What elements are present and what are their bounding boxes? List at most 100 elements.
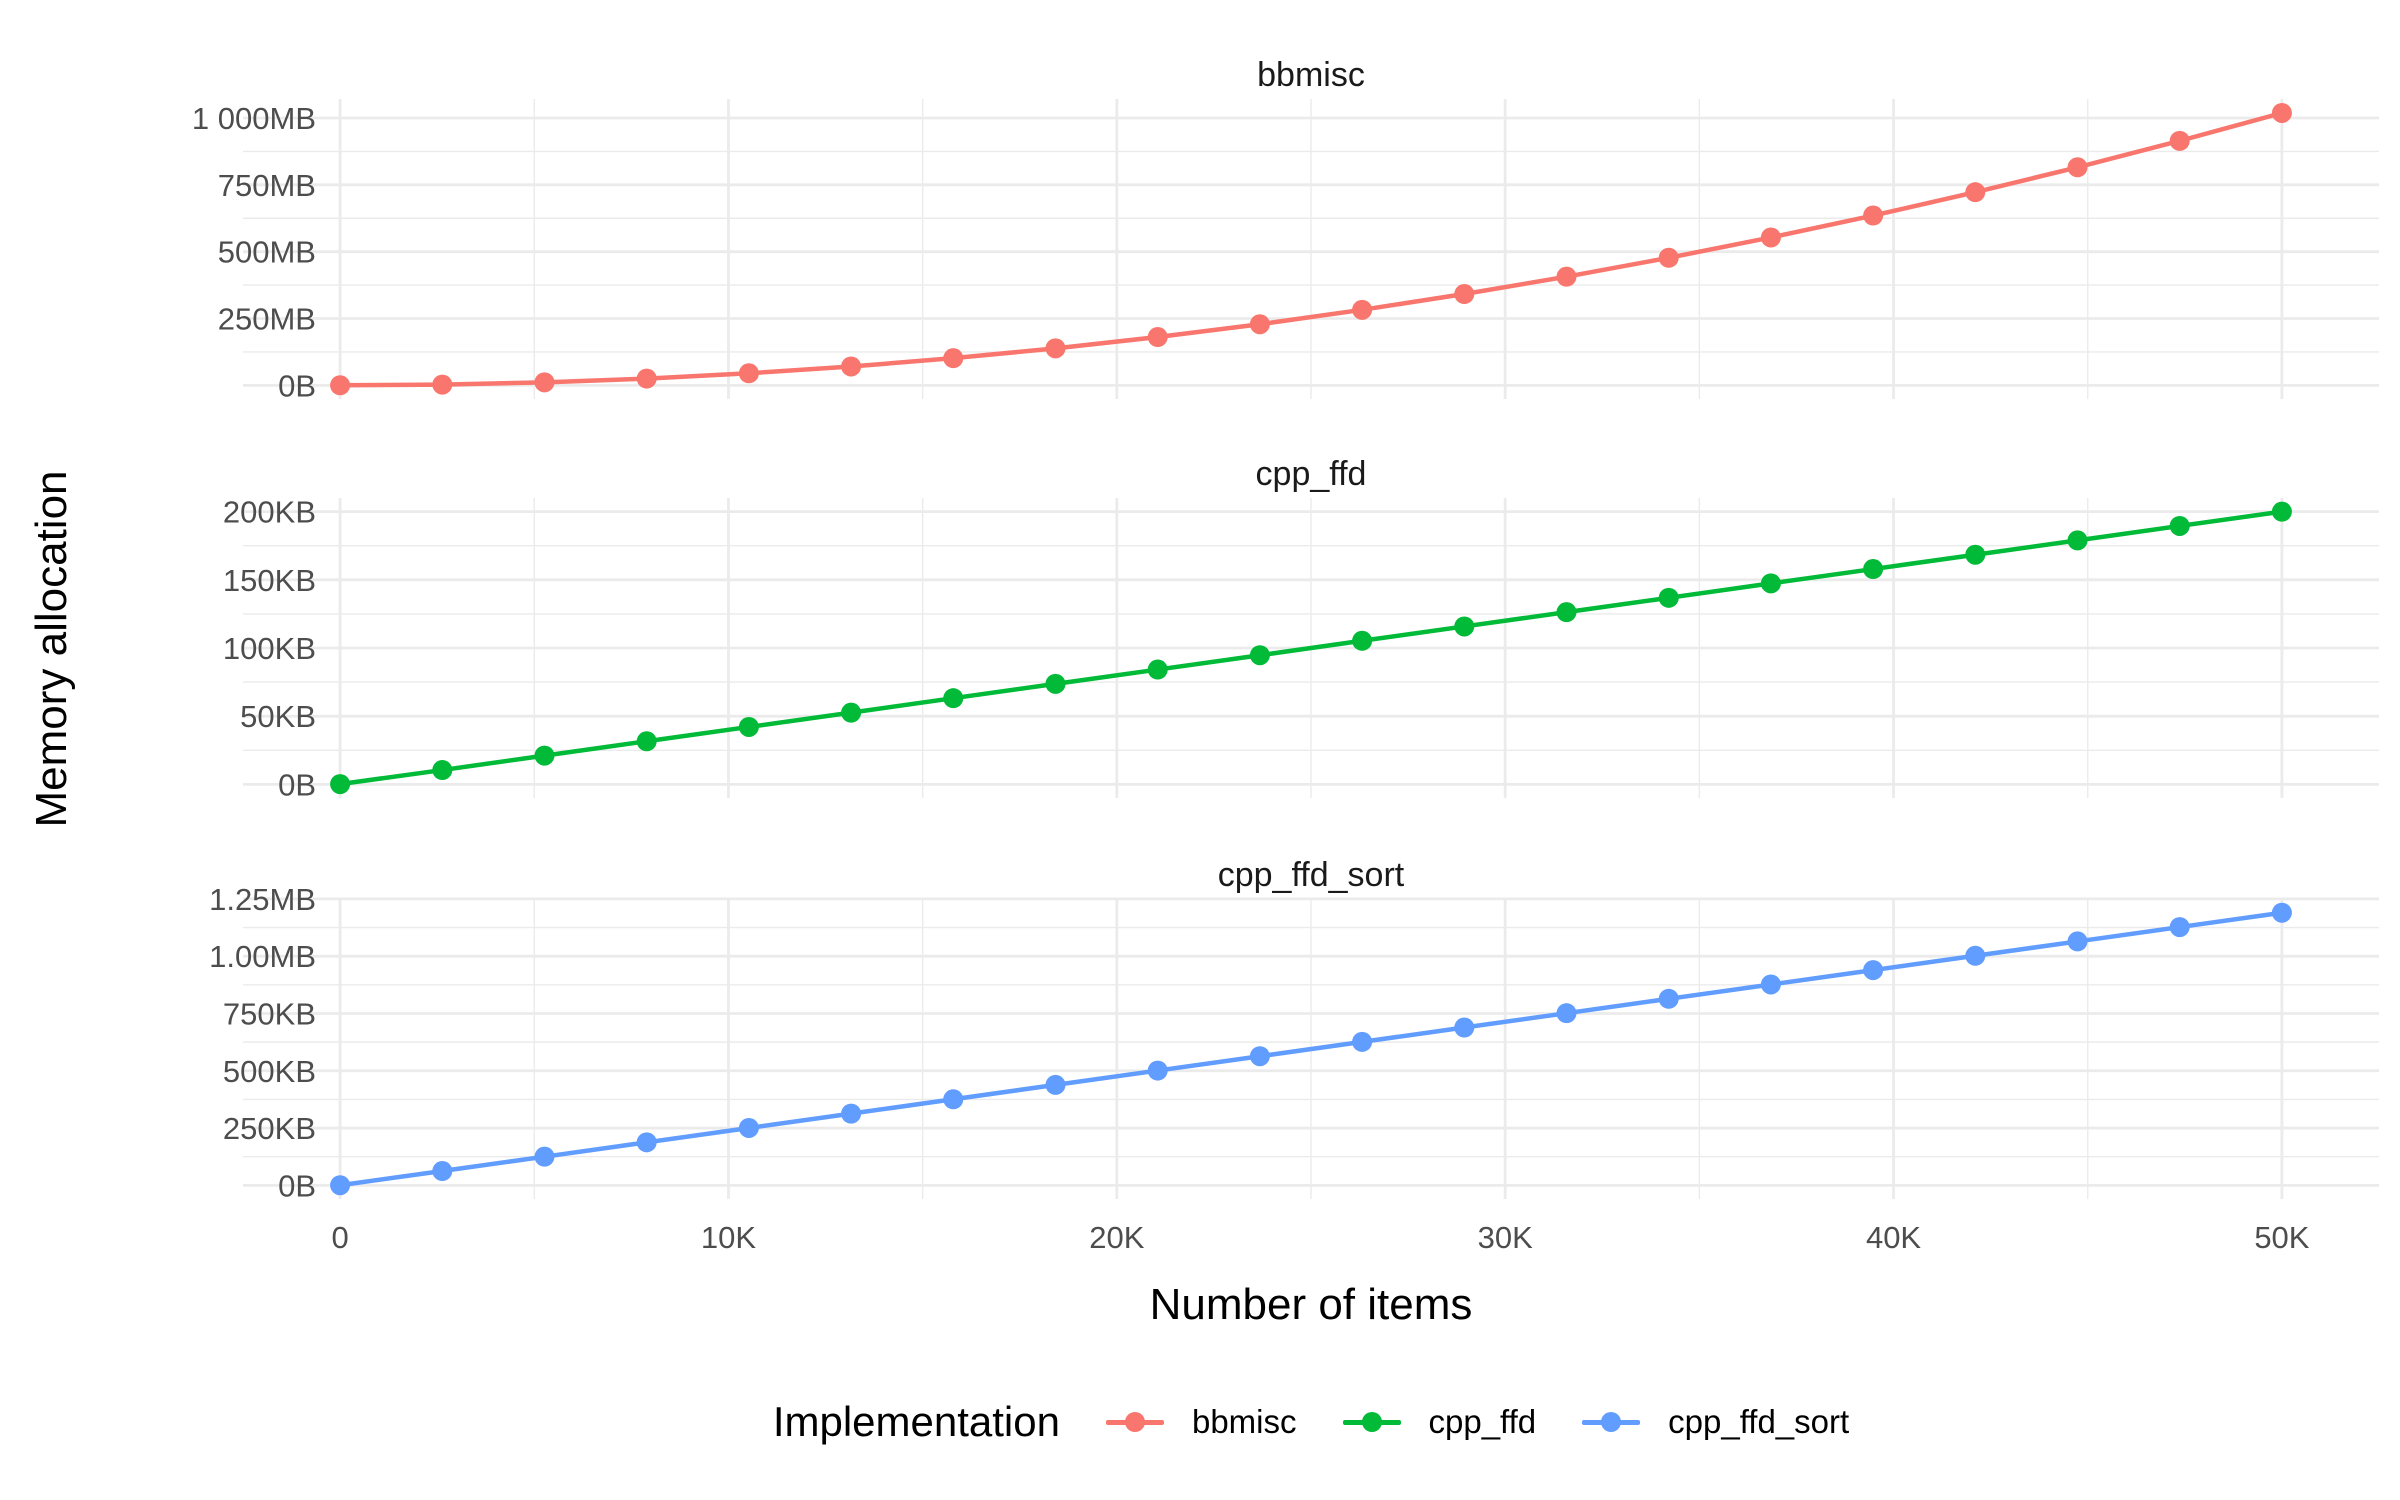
x-axis-title: Number of items (1149, 1280, 1473, 1329)
legend-item-cpp-ffd-sort: cpp_ffd_sort (1582, 1403, 1849, 1441)
y-axis-title: Memory allocation (27, 470, 76, 828)
legend-item-label: bbmisc (1191, 1403, 1297, 1440)
y-tick-label: 50KB (240, 699, 316, 734)
legend-item-cpp-ffd: cpp_ffd (1342, 1403, 1537, 1441)
x-tick-label: 50K (2254, 1220, 2309, 1255)
data-point-cpp_ffd_sort (1760, 974, 1781, 995)
data-point-bbmisc (2271, 102, 2292, 123)
data-point-cpp_ffd_sort (1965, 945, 1986, 966)
data-point-bbmisc (432, 374, 453, 395)
legend-item-label: cpp_ffd_sort (1668, 1403, 1850, 1440)
facet-title-cpp-ffd-sort: cpp_ffd_sort (1217, 856, 1405, 894)
data-point-cpp_ffd_sort (2271, 902, 2292, 923)
series-line-cpp_ffd_sort (337, 910, 2285, 1188)
data-point-bbmisc (1352, 299, 1373, 320)
x-tick-label: 30K (1478, 1220, 1533, 1255)
data-point-cpp_ffd (1556, 602, 1577, 623)
data-point-cpp_ffd_sort (534, 1146, 555, 1167)
y-tick-label: 0B (278, 767, 316, 802)
data-point-cpp_ffd_sort (330, 1175, 351, 1196)
data-point-bbmisc (1863, 205, 1884, 226)
data-point-cpp_ffd_sort (1045, 1074, 1066, 1095)
data-point-bbmisc (330, 375, 351, 396)
data-point-cpp_ffd (1965, 544, 1986, 565)
data-point-cpp_ffd (1863, 559, 1884, 580)
data-point-cpp_ffd_sort (1658, 988, 1679, 1009)
x-tick-label: 0 (331, 1220, 348, 1255)
data-point-cpp_ffd (1147, 659, 1168, 680)
legend-item-bbmisc: bbmisc (1105, 1403, 1297, 1441)
data-point-cpp_ffd (1045, 673, 1066, 694)
legend-key-line-dot-icon (1582, 1411, 1641, 1433)
series-line-bbmisc (337, 110, 2285, 388)
y-tick-label: 500KB (223, 1054, 316, 1089)
data-point-bbmisc (534, 372, 555, 393)
x-tick-label: 20K (1089, 1220, 1144, 1255)
legend-title: Implementation (772, 1398, 1060, 1445)
data-point-cpp_ffd (738, 716, 759, 737)
data-point-cpp_ffd_sort (1863, 960, 1884, 981)
data-point-cpp_ffd_sort (2067, 931, 2088, 952)
y-tick-label: 750KB (223, 996, 316, 1031)
data-point-cpp_ffd_sort (738, 1117, 759, 1138)
data-point-bbmisc (738, 363, 759, 384)
data-point-bbmisc (2169, 130, 2190, 151)
data-point-cpp_ffd_sort (943, 1089, 964, 1110)
y-tick-label: 100KB (223, 631, 316, 666)
data-point-bbmisc (1249, 314, 1270, 335)
y-tick-label: 250MB (218, 302, 316, 337)
data-point-cpp_ffd (2271, 501, 2292, 522)
data-point-bbmisc (841, 356, 862, 377)
data-point-cpp_ffd_sort (1249, 1046, 1270, 1067)
y-tick-label: 250KB (223, 1111, 316, 1146)
data-point-cpp_ffd_sort (432, 1161, 453, 1182)
data-point-cpp_ffd_sort (841, 1103, 862, 1124)
data-point-cpp_ffd_sort (1454, 1017, 1475, 1038)
data-point-bbmisc (636, 368, 657, 389)
legend-key-line-dot-icon (1342, 1411, 1401, 1433)
y-tick-label: 500MB (218, 235, 316, 270)
data-point-cpp_ffd (1352, 630, 1373, 651)
data-point-bbmisc (1147, 327, 1168, 348)
x-tick-label: 10K (701, 1220, 756, 1255)
data-point-cpp_ffd_sort (1147, 1060, 1168, 1081)
y-tick-label: 1.00MB (209, 939, 316, 974)
y-tick-label: 0B (278, 1168, 316, 1203)
data-point-bbmisc (943, 348, 964, 369)
data-point-cpp_ffd (330, 774, 351, 795)
data-point-cpp_ffd (1658, 587, 1679, 608)
data-point-cpp_ffd_sort (2169, 917, 2190, 938)
data-point-cpp_ffd (841, 702, 862, 723)
data-point-bbmisc (1760, 227, 1781, 248)
y-tick-label: 0B (278, 368, 316, 403)
data-point-cpp_ffd (1760, 573, 1781, 594)
data-point-cpp_ffd_sort (1556, 1003, 1577, 1024)
data-point-bbmisc (1965, 182, 1986, 203)
y-tick-label: 1.25MB (209, 882, 316, 917)
legend: Implementation bbmisc cpp_ffd cpp_ffd_so… (243, 1388, 2379, 1456)
data-point-cpp_ffd_sort (1352, 1031, 1373, 1052)
legend-key-line-dot-icon (1105, 1411, 1164, 1433)
y-tick-label: 150KB (223, 563, 316, 598)
legend-item-label: cpp_ffd (1428, 1403, 1537, 1440)
series-line-cpp_ffd (337, 509, 2285, 787)
data-point-cpp_ffd (534, 745, 555, 766)
y-tick-label: 200KB (223, 495, 316, 530)
data-point-bbmisc (2067, 157, 2088, 178)
facet-title-cpp-ffd: cpp_ffd (1255, 455, 1367, 493)
data-point-cpp_ffd_sort (636, 1132, 657, 1153)
data-point-cpp_ffd (432, 760, 453, 781)
x-tick-label: 40K (1866, 1220, 1921, 1255)
data-point-cpp_ffd (943, 688, 964, 709)
data-point-bbmisc (1454, 284, 1475, 305)
y-tick-label: 750MB (218, 168, 316, 203)
data-point-cpp_ffd (1454, 616, 1475, 637)
data-point-bbmisc (1658, 247, 1679, 268)
y-tick-label: 1 000MB (192, 101, 316, 136)
data-point-cpp_ffd (636, 731, 657, 752)
facet-title-bbmisc: bbmisc (1257, 56, 1365, 94)
data-point-cpp_ffd (2067, 530, 2088, 551)
data-point-bbmisc (1045, 338, 1066, 359)
